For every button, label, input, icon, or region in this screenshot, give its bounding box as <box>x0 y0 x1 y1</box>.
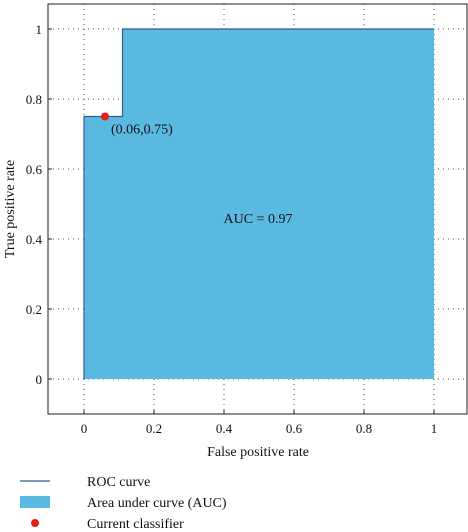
auc-annotation: AUC = 0.97 <box>224 212 293 227</box>
x-axis-label: False positive rate <box>207 445 309 460</box>
auc-area <box>84 29 434 379</box>
y-tick-label-1: 0.2 <box>26 302 42 317</box>
roc-curve-line <box>83 28 434 379</box>
x-tick-label-5: 1 <box>431 421 438 436</box>
legend: ROC curve Area under curve (AUC) Current c… <box>20 475 227 532</box>
y-tick-label-3: 0.6 <box>26 162 43 177</box>
legend-label-1: Area under curve (AUC) <box>87 496 227 511</box>
y-axis-label: True positive rate <box>3 160 18 258</box>
legend-classifier-swatch <box>31 519 39 527</box>
axes-frame <box>47 3 468 415</box>
legend-label-0: ROC curve <box>87 475 150 490</box>
legend-auc-swatch <box>20 496 50 508</box>
x-tick-label-4: 0.8 <box>356 421 372 436</box>
y-tick-label-0: 0 <box>36 372 43 387</box>
y-tick-label-4: 0.8 <box>26 92 42 107</box>
y-tick-label-5: 1 <box>36 22 43 37</box>
axis-ticks: 0 0.2 0.4 0.6 0.8 1 0 0.2 0.4 0.6 0.8 1 <box>26 22 438 436</box>
x-tick-label-2: 0.4 <box>216 421 233 436</box>
x-tick-label-3: 0.6 <box>286 421 303 436</box>
y-tick-label-2: 0.4 <box>26 232 43 247</box>
x-tick-label-1: 0.2 <box>146 421 162 436</box>
current-classifier-label: (0.06,0.75) <box>111 123 173 138</box>
legend-label-2: Current classifier <box>87 517 184 532</box>
current-classifier-point <box>101 112 109 121</box>
x-tick-label-0: 0 <box>81 421 88 436</box>
